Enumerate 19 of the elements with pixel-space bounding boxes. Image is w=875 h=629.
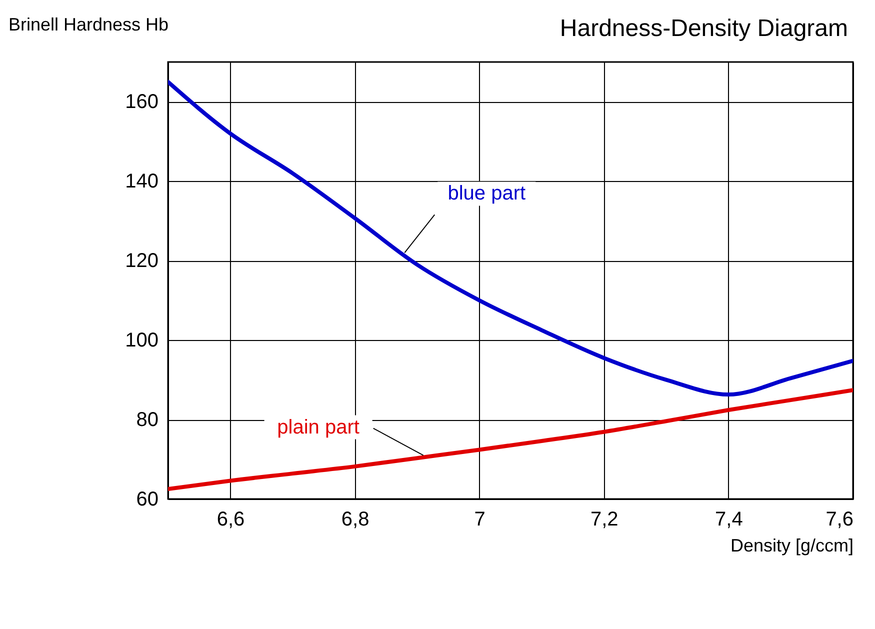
line-series — [168, 388, 853, 492]
annotation: blue part — [448, 182, 526, 205]
y-tick-label: 100 — [125, 330, 158, 352]
x-tick-label: 7 — [474, 508, 486, 530]
y-tick-label: 60 — [136, 488, 158, 510]
annotation: plain part — [277, 416, 360, 438]
y-tick-label: 80 — [136, 409, 158, 432]
chart-title: Hardness-Density Diagram — [560, 15, 848, 42]
x-tick-label: 6,6 — [216, 508, 245, 530]
x-tick-label: 6,8 — [341, 508, 370, 530]
x-tick-label: 7,4 — [715, 508, 743, 530]
x-axis-title: Density [g/ccm] — [730, 536, 854, 556]
x-tick-label: 7,6 — [826, 508, 854, 530]
y-tick-label: 160 — [125, 91, 158, 114]
x-tick-label: 7,2 — [590, 508, 618, 530]
y-axis-title: Brinell Hardness Hb — [8, 14, 169, 34]
line-series — [168, 80, 853, 397]
y-tick-label: 120 — [125, 250, 158, 272]
y-tick-label: 140 — [125, 170, 158, 193]
